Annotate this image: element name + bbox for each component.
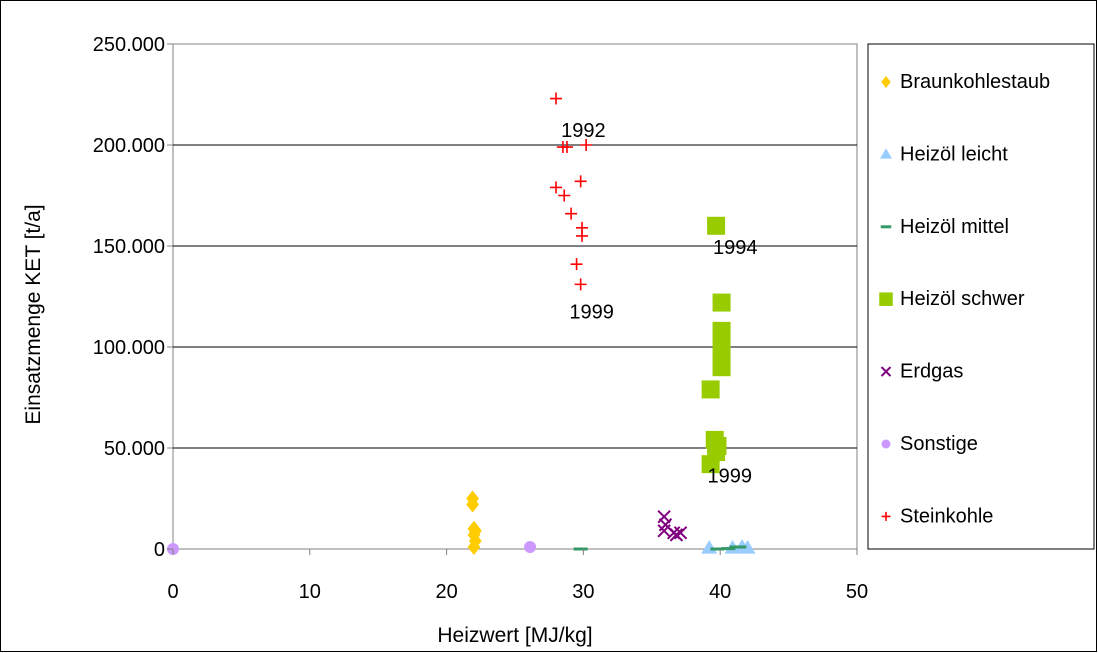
data-point — [565, 207, 578, 220]
legend-entry-label: Heizöl schwer — [900, 288, 1025, 310]
y-axis-ticks: 0 50.000 100.000 150.000 200.000 250.000 — [93, 34, 173, 561]
y-tick-label: 250.000 — [93, 34, 165, 56]
legend-marker — [880, 366, 892, 377]
legend-entry-label: Erdgas — [900, 361, 963, 383]
y-tick-label: 150.000 — [93, 236, 165, 258]
year-annotation: 1994 — [713, 237, 758, 259]
legend-entry-label: Sonstige — [900, 433, 978, 455]
legend-entry-label: Steinkohle — [900, 505, 993, 527]
legend-marker — [881, 439, 891, 449]
legend-marker — [880, 225, 892, 229]
legend-marker — [881, 76, 891, 88]
data-point — [669, 528, 684, 542]
y-tick-label: 50.000 — [104, 438, 165, 460]
x-tick-label: 40 — [709, 581, 731, 603]
data-point — [560, 141, 573, 154]
data-point — [570, 258, 583, 271]
legend: Braunkohlestaub Heizöl leicht Heizöl mitte… — [867, 43, 1095, 550]
data-point — [701, 455, 720, 474]
y-tick-label: 200.000 — [93, 135, 165, 157]
data-point — [712, 358, 731, 377]
plot-border — [172, 43, 858, 550]
data-point — [574, 175, 587, 188]
x-tick-label: 20 — [435, 581, 457, 603]
data-point — [712, 331, 731, 350]
y-tick-label: 100.000 — [93, 337, 165, 359]
data-point — [466, 496, 479, 513]
x-tick-label: 50 — [846, 581, 868, 603]
year-annotation: 1999 — [569, 302, 614, 324]
data-point — [673, 526, 688, 540]
series-erdgas — [657, 509, 688, 542]
x-axis-title: Heizwert [MJ/kg] — [437, 624, 592, 647]
data-point — [467, 538, 481, 555]
y-tick-label: 0 — [154, 539, 165, 561]
legend-entry-label: Heizöl leicht — [900, 143, 1008, 165]
data-point — [573, 547, 588, 551]
data-point — [580, 139, 593, 151]
y-axis-title: Einsatzmenge KET [t/a] — [22, 204, 45, 424]
annotations: 1992 1994 1999 1999 — [561, 120, 757, 487]
x-tick-label: 0 — [167, 581, 178, 603]
data-point — [707, 216, 726, 235]
data-point — [721, 547, 736, 551]
legend-entry-label: Heizöl mittel — [900, 216, 1009, 238]
data-marks — [167, 92, 756, 555]
x-axis-ticks: 0 10 20 30 40 50 — [167, 549, 868, 603]
data-point — [739, 539, 756, 554]
x-tick-label: 30 — [572, 581, 594, 603]
legend-marker — [881, 511, 891, 521]
data-point — [576, 229, 589, 242]
legend-entry-label: Braunkohlestaub — [900, 71, 1050, 93]
gridlines — [173, 144, 857, 449]
year-annotation: 1992 — [561, 120, 606, 142]
data-point — [524, 540, 537, 553]
legend-box — [867, 43, 1095, 550]
data-point — [558, 189, 571, 202]
data-point — [712, 293, 731, 312]
series-braunkohlestaub — [466, 490, 482, 555]
data-point — [550, 181, 563, 194]
x-tick-label: 10 — [299, 581, 321, 603]
series-steinkohle — [550, 92, 593, 291]
plot-area: 1992 1994 1999 1999 — [167, 43, 858, 555]
year-annotation: 1999 — [708, 465, 753, 487]
series-heizoel-mittel — [573, 545, 747, 551]
data-point — [701, 380, 720, 399]
legend-marker — [879, 292, 893, 306]
data-point — [732, 545, 747, 549]
data-point — [710, 547, 725, 551]
data-point — [550, 92, 563, 105]
legend-marker — [880, 148, 892, 159]
axes: 0 10 20 30 40 50 0 50.000 100.000 150.000 200.000… — [22, 34, 868, 647]
series-heizoel-schwer — [701, 216, 731, 474]
data-point — [574, 278, 587, 291]
